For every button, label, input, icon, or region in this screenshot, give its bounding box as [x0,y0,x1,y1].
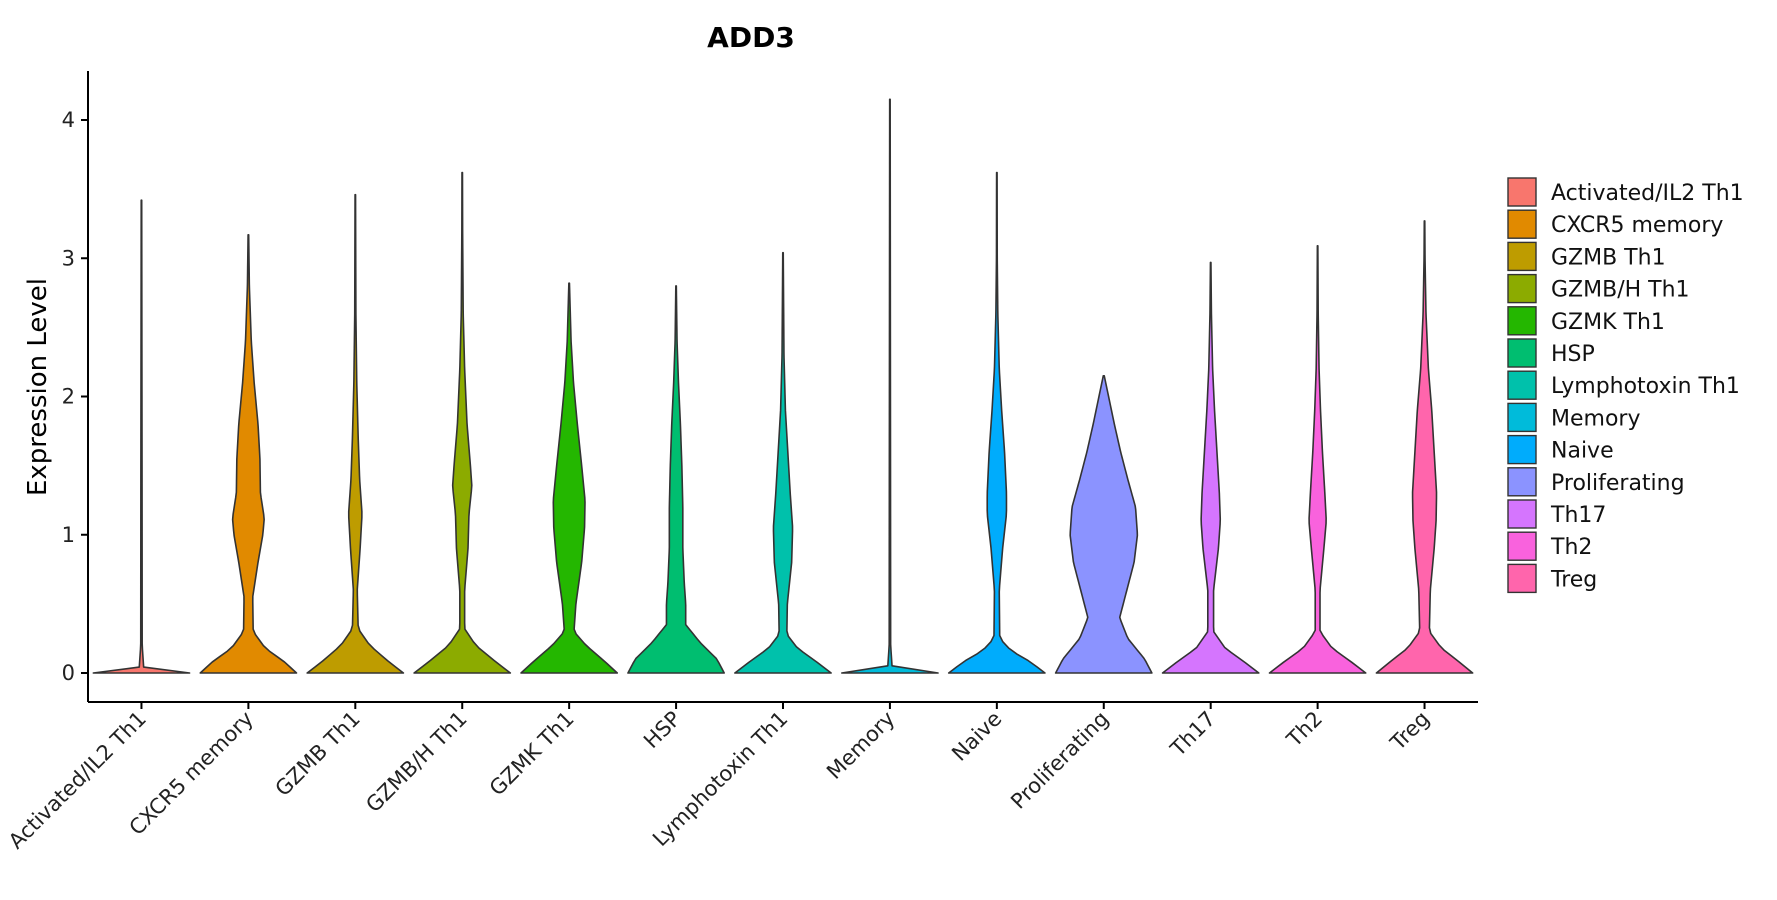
violin-treg [1375,220,1474,674]
x-tick-label: GZMB Th1 [271,707,365,801]
violin-hsp [627,285,725,674]
violin-th17 [1161,261,1260,674]
violin-gzmb-h-th1 [413,171,512,674]
violin-naive [947,171,1046,674]
legend-label: Naive [1551,439,1614,464]
x-tick-label: Memory [822,707,899,784]
legend-swatch [1507,563,1537,594]
y-axis: 0 1 2 3 4 [62,108,88,685]
legend-label: Lymphotoxin Th1 [1551,374,1740,399]
legend-label: HSP [1551,342,1595,367]
y-tick-label: 2 [62,385,75,409]
violin-lymphotoxin-th1 [734,251,832,674]
chart-title: ADD3 [707,21,795,54]
legend-swatch [1507,177,1537,207]
violin-cxcr5-memory [199,233,298,674]
x-tick-label: Treg [1385,707,1434,756]
legend-label: Proliferating [1551,471,1685,496]
legend-label: GZMB/H Th1 [1551,278,1690,303]
x-tick-label: Naive [947,707,1006,766]
legend: Activated/IL2 Th1 CXCR5 memory GZMB Th1 GZM… [1507,177,1744,594]
violin-proliferating [1054,374,1153,674]
legend-swatch [1507,402,1537,433]
y-tick-label: 0 [62,661,75,685]
legend-swatch [1507,338,1537,368]
legend-swatch [1507,467,1537,497]
legend-label: CXCR5 memory [1551,213,1723,238]
legend-label: GZMK Th1 [1551,310,1665,335]
violin-gzmb-th1 [306,193,405,674]
x-tick-label: GZMB/H Th1 [361,707,471,817]
legend-swatch [1507,370,1537,400]
x-tick-label: Proliferating [1006,707,1113,814]
violin-memory [841,98,939,674]
legend-swatch [1507,434,1537,465]
legend-swatch [1507,273,1537,304]
x-tick-label: HSP [639,707,686,754]
x-tick-label: Th2 [1282,707,1328,753]
x-tick-label: GZMK Th1 [485,707,579,801]
legend-swatch [1507,499,1537,529]
y-tick-label: 1 [62,523,75,547]
legend-swatch [1507,531,1537,561]
legend-label: Th17 [1550,503,1606,528]
legend-swatch [1507,306,1537,336]
violin-gzmk-th1 [520,282,619,674]
x-tick-label: Activated/IL2 Th1 [4,707,151,854]
x-tick-label: Th17 [1165,707,1220,762]
legend-label: Treg [1550,567,1597,592]
legend-label: GZMB Th1 [1551,245,1666,270]
legend-swatch [1507,241,1537,272]
y-tick-label: 4 [62,108,75,132]
legend-swatch [1507,209,1537,239]
y-axis-title: Expression Level [23,278,53,496]
y-tick-label: 3 [62,246,75,270]
violin-activated-il2-th1 [92,199,191,674]
legend-label: Th2 [1550,535,1592,560]
violin-group [92,98,1474,674]
legend-label: Activated/IL2 Th1 [1551,181,1744,206]
violin-th2 [1268,245,1367,674]
legend-label: Memory [1551,406,1640,431]
